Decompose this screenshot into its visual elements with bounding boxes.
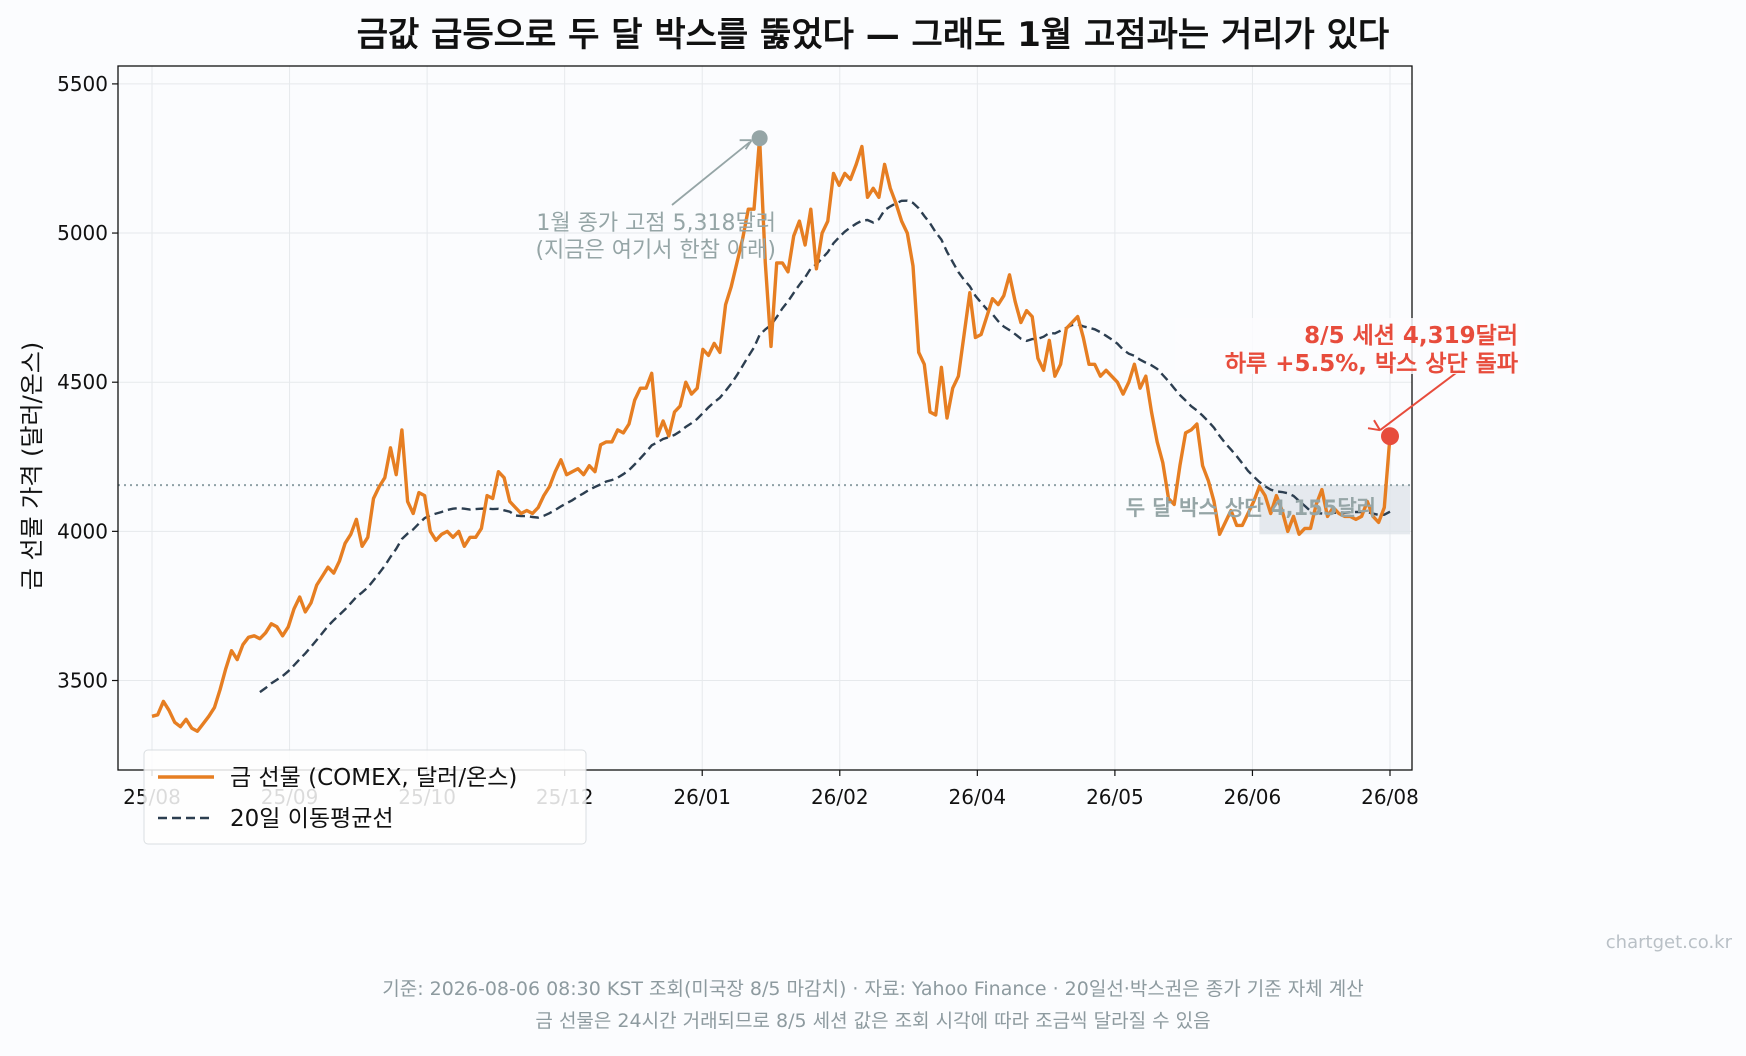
legend-item-moving-average-label: 20일 이동평균선 <box>230 806 394 832</box>
plot-area: 3500400045005000550025/0825/0925/1025/12… <box>57 65 1525 845</box>
x-tick-label: 26/06 <box>1224 785 1282 809</box>
y-axis-label: 금 선물 가격 (달러/온스) <box>18 342 46 590</box>
moving-average-line <box>259 199 1391 694</box>
peak-arrowhead <box>739 139 753 150</box>
y-tick-label: 5000 <box>57 221 108 245</box>
legend-box <box>143 749 587 845</box>
y-tick-label: 4000 <box>57 519 108 543</box>
latest-marker <box>1381 427 1399 446</box>
footnote-line-1: 기준: 2026-08-06 08:30 KST 조회(미국장 8/5 마감치)… <box>382 978 1364 1000</box>
peak-annotation-arrow <box>671 141 751 206</box>
box-top-label: 두 달 박스 상단 4,155달러 <box>1126 496 1376 520</box>
plot-background <box>118 66 1412 770</box>
peak-annotation-text: (지금은 여기서 한참 아래) <box>535 238 776 263</box>
y-tick-label: 3500 <box>57 669 108 693</box>
latest-annotation-text: 8/5 세션 4,319달러 <box>1304 323 1518 349</box>
credit-text: chartget.co.kr <box>1605 932 1732 953</box>
latest-arrowhead <box>1367 419 1381 432</box>
chart-title: 금값 급등으로 두 달 박스를 뚫었다 — 그래도 1월 고점과는 거리가 있다 <box>357 15 1389 55</box>
peak-annotation-text: 1월 종가 고점 5,318달러 <box>536 211 776 236</box>
x-tick-label: 26/02 <box>811 785 869 809</box>
latest-annotation-text: 하루 +5.5%, 박스 상단 돌파 <box>1225 351 1518 377</box>
gold-futures-line <box>151 136 1392 733</box>
latest-annotation-arrow <box>1379 369 1461 431</box>
y-tick-label: 5500 <box>57 72 108 96</box>
peak-marker <box>751 130 768 147</box>
plot-frame <box>117 65 1413 771</box>
legend-item-gold-futures-label: 금 선물 (COMEX, 달러/온스) <box>230 765 517 791</box>
latest-annotation-bg <box>1175 318 1525 374</box>
x-tick-label: 26/04 <box>949 785 1007 809</box>
x-tick-label: 26/05 <box>1086 785 1144 809</box>
footnote-line-2: 금 선물은 24시간 거래되므로 8/5 세션 값은 조회 시각에 따라 조금씩… <box>535 1010 1211 1032</box>
y-tick-label: 4500 <box>57 370 108 394</box>
x-tick-label: 26/08 <box>1361 785 1419 809</box>
x-tick-label: 26/01 <box>673 785 731 809</box>
